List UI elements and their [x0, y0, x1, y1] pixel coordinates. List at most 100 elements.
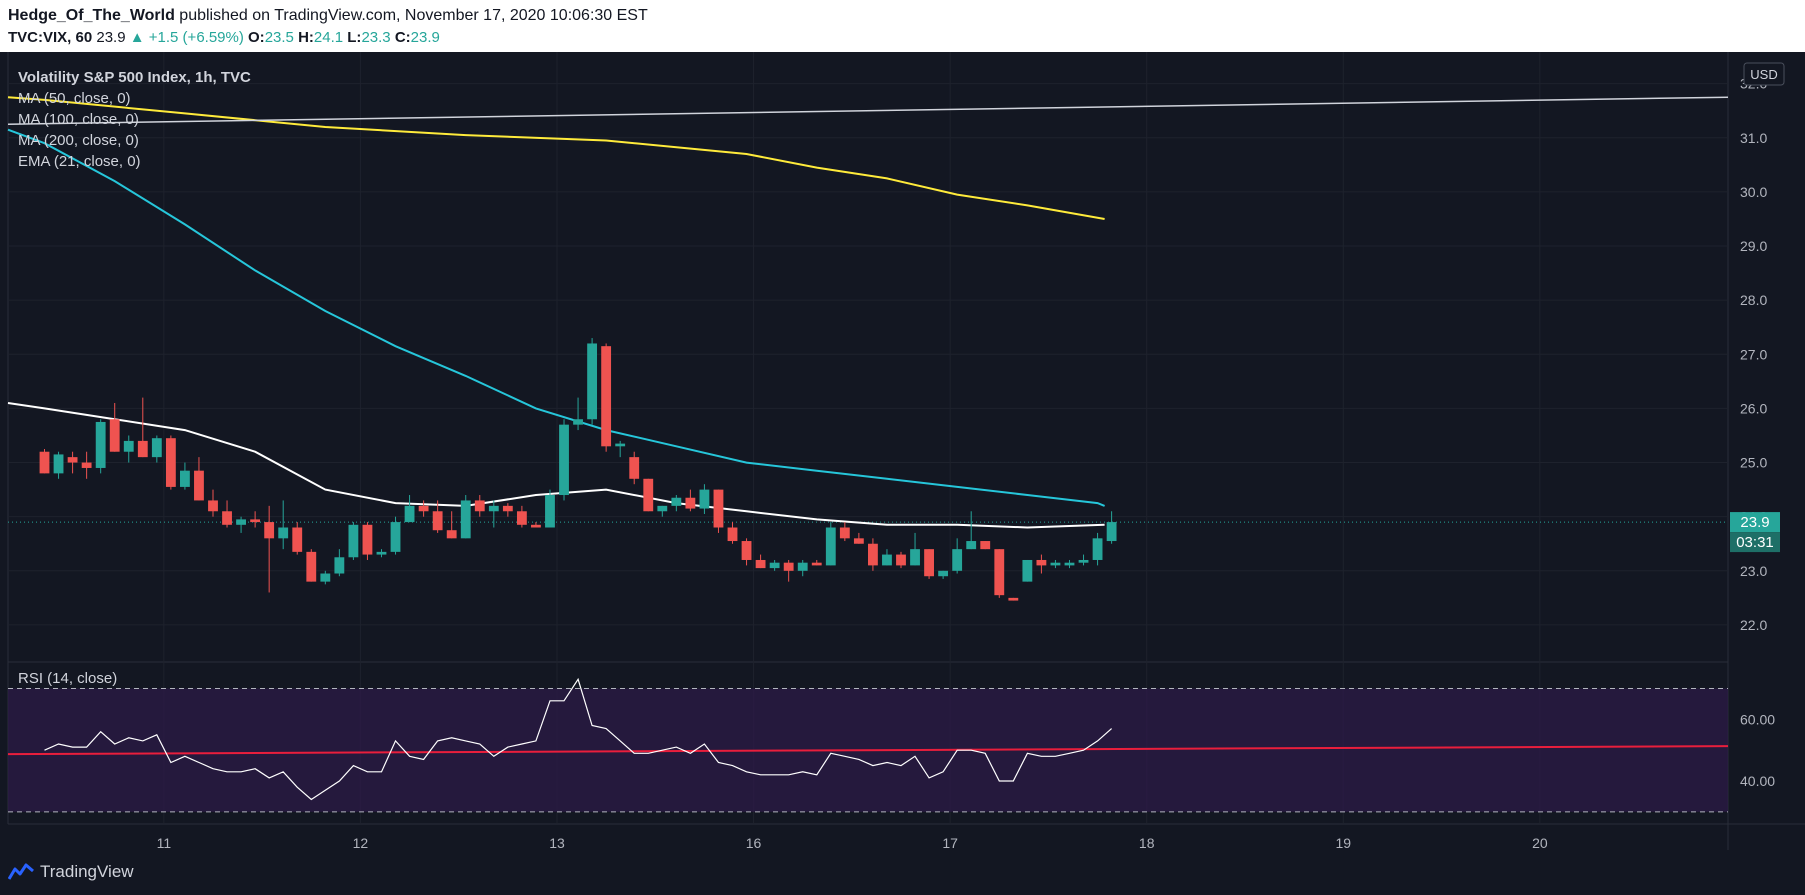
- time-tick-label: 19: [1335, 835, 1351, 850]
- candle: [573, 397, 583, 431]
- candle: [95, 419, 106, 474]
- author-name[interactable]: Hedge_Of_The_World: [8, 7, 175, 24]
- rsi-tick-label: 40.00: [1740, 773, 1775, 789]
- price-tick-label: 28.0: [1740, 292, 1767, 308]
- candle: [446, 511, 457, 539]
- currency-badge[interactable]: USD: [1743, 62, 1785, 86]
- last-price: 23.9: [96, 29, 126, 46]
- candle: [362, 522, 373, 560]
- tradingview-logo-icon: [8, 863, 34, 880]
- price-tick-label: 23.0: [1740, 563, 1767, 579]
- price-tick-label: 30.0: [1740, 184, 1767, 200]
- candle: [938, 570, 949, 579]
- candle: [165, 435, 176, 490]
- price-tick-label: 29.0: [1740, 238, 1767, 254]
- currency-label: USD: [1750, 67, 1777, 82]
- candle: [868, 538, 878, 571]
- candlestick-series: [39, 338, 1117, 601]
- candle: [629, 451, 640, 485]
- last-price-label: 23.9: [1740, 514, 1769, 531]
- candle: [671, 495, 682, 512]
- low-label: L:: [347, 29, 362, 46]
- candle: [236, 516, 246, 533]
- time-tick-label: 18: [1139, 835, 1155, 850]
- time-tick-label: 11: [157, 835, 172, 850]
- candle: [1050, 559, 1061, 569]
- candle: [587, 338, 598, 425]
- rsi-pane: [7, 688, 1729, 813]
- legend-ma200[interactable]: MA (200, close, 0): [18, 132, 139, 149]
- candle: [502, 503, 513, 517]
- candle: [531, 522, 541, 528]
- candle: [123, 435, 134, 463]
- high-value: 24.1: [313, 29, 344, 46]
- price-tick-label: 25.0: [1740, 455, 1767, 471]
- close-value: 23.9: [410, 29, 440, 46]
- ma200-line: [7, 96, 1729, 125]
- publish-header: Hedge_Of_The_World published on TradingV…: [0, 0, 1805, 52]
- rsi-legend[interactable]: RSI (14, close): [18, 670, 117, 687]
- price-tick-label: 31.0: [1740, 130, 1767, 146]
- candle: [81, 451, 92, 479]
- candle: [685, 489, 696, 512]
- legend-title: Volatility S&P 500 Index, 1h, TVC: [18, 69, 251, 86]
- candle: [432, 500, 443, 533]
- open-label: O:: [248, 29, 265, 46]
- candle: [418, 500, 429, 517]
- candle: [390, 516, 401, 555]
- candle: [194, 457, 204, 501]
- rsi-mid-line: [7, 745, 1729, 756]
- candle: [334, 549, 345, 577]
- candle: [137, 397, 148, 458]
- symbol-name: TVC:VIX, 60: [8, 29, 93, 46]
- open-value: 23.5: [264, 29, 294, 46]
- candle: [825, 522, 836, 566]
- candle: [980, 541, 991, 550]
- time-axis[interactable]: 11 12 13 16 17 18 19 20: [157, 835, 1548, 850]
- price-tick-label: 27.0: [1740, 346, 1767, 362]
- rsi-line: [44, 677, 1112, 801]
- price-axis[interactable]: 22.023.024.025.026.027.028.029.030.031.0…: [1740, 76, 1775, 789]
- candle: [264, 505, 275, 593]
- candle: [741, 538, 752, 566]
- candle: [376, 549, 387, 558]
- price-tick-label: 22.0: [1740, 617, 1767, 633]
- candle: [966, 511, 977, 550]
- legend-ma100[interactable]: MA (100, close, 0): [18, 111, 139, 128]
- candle: [755, 554, 766, 569]
- close-label: C:: [394, 29, 411, 46]
- chart-canvas[interactable]: 22.023.024.025.026.027.028.029.030.031.0…: [0, 52, 1805, 850]
- candle: [292, 522, 303, 555]
- change-arrow-icon: ▲: [129, 29, 145, 46]
- ohlc-line: TVC:VIX, 60 23.9 ▲ +1.5 (+6.59%) O:23.5 …: [8, 29, 440, 46]
- legend-ma50[interactable]: MA (50, close, 0): [18, 90, 131, 107]
- high-label: H:: [298, 29, 314, 46]
- time-tick-label: 17: [942, 835, 958, 850]
- candle: [839, 522, 850, 542]
- candle: [1078, 554, 1089, 566]
- candle: [853, 532, 864, 544]
- candle: [615, 440, 626, 458]
- candle: [1092, 532, 1103, 566]
- legend-ema21[interactable]: EMA (21, close, 0): [18, 153, 141, 170]
- candle: [783, 559, 794, 582]
- candle: [601, 343, 612, 452]
- legend: Volatility S&P 500 Index, 1h, TVC MA (50…: [18, 69, 251, 170]
- tradingview-brand[interactable]: TradingView: [40, 862, 134, 881]
- candle: [1022, 559, 1033, 582]
- candle: [952, 538, 963, 574]
- rsi-tick-label: 60.00: [1740, 711, 1775, 727]
- candle: [404, 495, 415, 523]
- candle: [643, 478, 654, 512]
- countdown-label: 03:31: [1736, 534, 1774, 551]
- candle: [882, 549, 892, 566]
- last-price-marker: 23.9 03:31: [1730, 512, 1780, 553]
- candle: [460, 495, 471, 539]
- time-tick-label: 16: [746, 835, 762, 850]
- price-tick-label: 26.0: [1740, 400, 1767, 416]
- candle: [1106, 511, 1117, 544]
- candle: [516, 505, 527, 528]
- candle: [896, 551, 906, 569]
- candle: [769, 559, 780, 571]
- candle: [208, 489, 218, 517]
